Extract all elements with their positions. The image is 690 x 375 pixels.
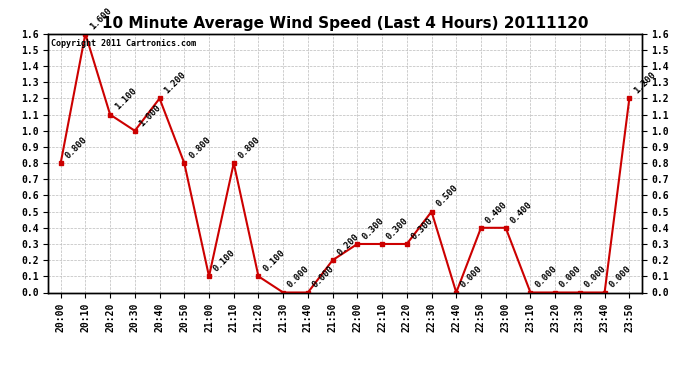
Text: 0.000: 0.000 (286, 264, 311, 290)
Text: 0.100: 0.100 (212, 248, 237, 273)
Text: 0.400: 0.400 (484, 200, 509, 225)
Text: 0.400: 0.400 (509, 200, 534, 225)
Text: 1.100: 1.100 (113, 87, 138, 112)
Text: 0.000: 0.000 (459, 264, 484, 290)
Text: 0.000: 0.000 (533, 264, 559, 290)
Text: 0.300: 0.300 (360, 216, 386, 241)
Text: 0.300: 0.300 (385, 216, 411, 241)
Text: 0.800: 0.800 (187, 135, 213, 160)
Text: 0.200: 0.200 (335, 232, 361, 257)
Text: 1.200: 1.200 (162, 70, 188, 96)
Title: 10 Minute Average Wind Speed (Last 4 Hours) 20111120: 10 Minute Average Wind Speed (Last 4 Hou… (101, 16, 589, 31)
Text: 1.200: 1.200 (632, 70, 658, 96)
Text: 0.300: 0.300 (410, 216, 435, 241)
Text: 0.800: 0.800 (63, 135, 89, 160)
Text: 0.000: 0.000 (558, 264, 583, 290)
Text: 0.800: 0.800 (237, 135, 262, 160)
Text: 1.000: 1.000 (137, 103, 163, 128)
Text: 1.600: 1.600 (88, 6, 114, 31)
Text: 0.000: 0.000 (607, 264, 633, 290)
Text: Copyright 2011 Cartronics.com: Copyright 2011 Cartronics.com (51, 39, 196, 48)
Text: 0.500: 0.500 (434, 183, 460, 209)
Text: 0.100: 0.100 (262, 248, 286, 273)
Text: 0.000: 0.000 (582, 264, 608, 290)
Text: 0.000: 0.000 (310, 264, 336, 290)
